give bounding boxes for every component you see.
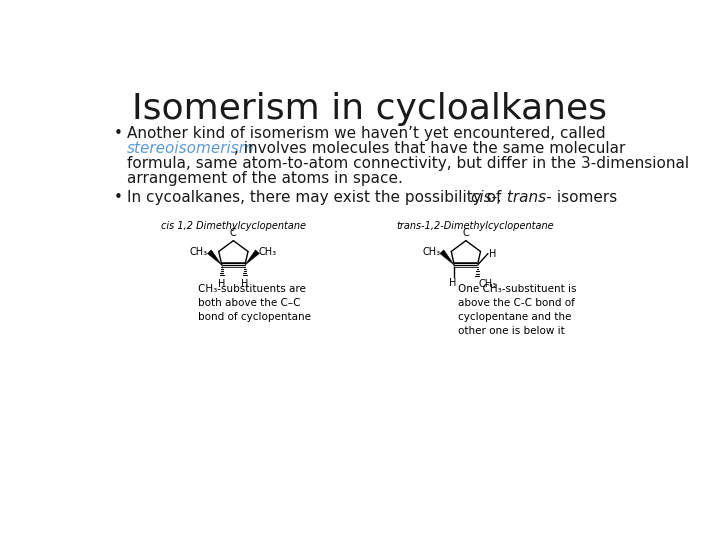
Text: CH₃-substituents are
both above the C–C
bond of cyclopentane: CH₃-substituents are both above the C–C …: [199, 285, 312, 322]
Text: CH₃: CH₃: [479, 279, 497, 289]
Text: C: C: [462, 228, 469, 238]
Text: , involves molecules that have the same molecular: , involves molecules that have the same …: [234, 141, 625, 157]
Text: arrangement of the atoms in space.: arrangement of the atoms in space.: [127, 171, 403, 186]
Text: trans-1,2-Dimethylcyclopentane: trans-1,2-Dimethylcyclopentane: [397, 221, 554, 231]
Text: Isomerism in cycloalkanes: Isomerism in cycloalkanes: [132, 92, 606, 126]
Text: CH₃: CH₃: [422, 247, 440, 256]
Text: H: H: [218, 279, 225, 288]
Text: CH₃: CH₃: [189, 247, 208, 256]
Text: H: H: [449, 278, 456, 288]
Text: isomers: isomers: [552, 190, 618, 205]
Text: H: H: [241, 279, 248, 288]
Text: cis 1,2 Dimethylcyclopentane: cis 1,2 Dimethylcyclopentane: [161, 221, 306, 231]
Text: cis-, trans-: cis-, trans-: [472, 190, 552, 205]
Text: Another kind of isomerism we haven’t yet encountered, called: Another kind of isomerism we haven’t yet…: [127, 126, 606, 141]
Text: H: H: [490, 249, 497, 259]
Polygon shape: [207, 250, 222, 265]
Text: stereoisomerism: stereoisomerism: [127, 141, 255, 157]
Text: formula, same atom-to-atom connectivity, but differ in the 3-dimensional: formula, same atom-to-atom connectivity,…: [127, 157, 689, 171]
Text: •: •: [113, 126, 122, 141]
Text: One CH₃-substituent is
above the C-C bond of
cyclopentane and the
other one is b: One CH₃-substituent is above the C-C bon…: [458, 285, 577, 336]
Text: C: C: [230, 228, 237, 238]
Polygon shape: [245, 250, 259, 265]
Text: CH₃: CH₃: [259, 247, 277, 256]
Polygon shape: [440, 250, 454, 265]
Text: In cycoalkanes, there may exist the possibility of: In cycoalkanes, there may exist the poss…: [127, 190, 506, 205]
Text: •: •: [113, 190, 122, 205]
